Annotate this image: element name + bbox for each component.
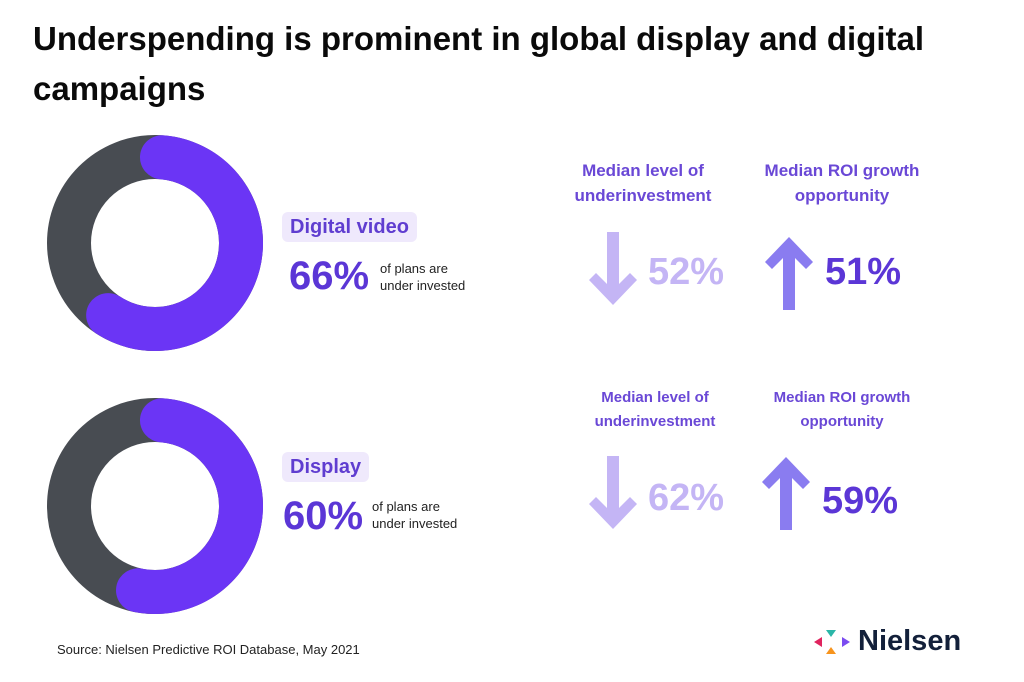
roi-value: 59% (822, 480, 899, 522)
caption-line: of plans are (372, 499, 440, 514)
logo-text: Nielsen (858, 625, 962, 657)
arrow-up-icon (762, 457, 810, 530)
arrow-down-icon (589, 456, 637, 529)
roi-value: 51% (825, 251, 902, 293)
channel-label: Digital video (282, 212, 417, 242)
caption-line: under invested (372, 516, 458, 531)
header-line: Median level of (582, 161, 704, 180)
caption-line: under invested (380, 278, 466, 293)
roi-header: Median ROI growth opportunity (742, 386, 942, 434)
caption-line: of plans are (380, 261, 448, 276)
header-line: underinvestment (574, 186, 712, 205)
arrow-up-icon (765, 237, 813, 310)
plans-percent: 66% (289, 254, 370, 298)
underinvestment-header: Median level of underinvestment (543, 158, 743, 208)
channel-label: Display (282, 452, 370, 482)
plans-caption: of plans are under invested (372, 498, 457, 532)
donut-chart-display (47, 398, 263, 614)
plans-caption: of plans are under invested (380, 260, 465, 294)
source-note: Source: Nielsen Predictive ROI Database,… (57, 642, 360, 657)
header-line: opportunity (794, 186, 890, 205)
underinvestment-header: Median level of underinvestment (555, 386, 755, 434)
plans-percent: 60% (283, 494, 364, 538)
nielsen-logo: Nielsen (812, 625, 961, 658)
donut-arc (47, 398, 263, 614)
header-line: Median ROI growth (764, 161, 920, 180)
roi-header: Median ROI growth opportunity (742, 158, 942, 208)
header-line: underinvestment (594, 413, 716, 430)
header-line: Median ROI growth (773, 389, 911, 406)
header-line: opportunity (800, 413, 884, 430)
donut-arc (47, 135, 263, 351)
underinvestment-value: 62% (648, 477, 725, 519)
arrow-down-icon (589, 232, 637, 305)
header-line: Median level of (601, 389, 709, 406)
underinvestment-value: 52% (648, 251, 725, 293)
donut-chart-digital-video (47, 135, 263, 351)
page-title: Underspending is prominent in global dis… (33, 20, 925, 107)
nielsen-logo-icon (814, 629, 850, 654)
